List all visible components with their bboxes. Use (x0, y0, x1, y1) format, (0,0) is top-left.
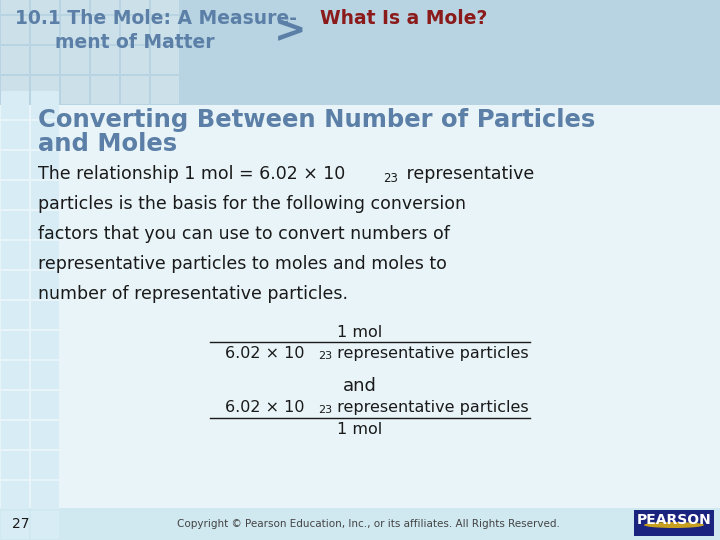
Bar (1, 91, 29, 119)
Bar (0, 508, 720, 540)
Bar (91, 76, 119, 104)
Bar (1, 46, 29, 74)
Bar (0, 0, 720, 105)
Text: Copyright © Pearson Education, Inc., or its affiliates. All Rights Reserved.: Copyright © Pearson Education, Inc., or … (176, 519, 559, 529)
Bar (151, 46, 179, 74)
Bar (1, 421, 29, 449)
Bar (31, 361, 59, 389)
Bar (31, 241, 59, 269)
Bar (31, 211, 59, 239)
Bar (31, 271, 59, 299)
Bar (31, 76, 59, 104)
Bar (1, 181, 29, 209)
Text: and: and (343, 377, 377, 395)
Bar (61, 76, 89, 104)
Bar (1, 121, 29, 149)
Bar (1, 481, 29, 509)
Bar (31, 391, 59, 419)
Bar (1, 511, 29, 539)
Bar (1, 391, 29, 419)
Bar (1, 301, 29, 329)
Text: representative: representative (401, 165, 534, 183)
Bar (31, 511, 59, 539)
Text: particles is the basis for the following conversion: particles is the basis for the following… (38, 195, 466, 213)
Bar (1, 241, 29, 269)
Text: >: > (274, 12, 306, 50)
Text: The relationship 1 mol = 6.02 × 10: The relationship 1 mol = 6.02 × 10 (38, 165, 346, 183)
Text: 23: 23 (318, 351, 332, 361)
Bar (31, 151, 59, 179)
Bar (31, 301, 59, 329)
Bar (61, 0, 89, 14)
Text: representative particles: representative particles (332, 346, 528, 361)
Bar (1, 211, 29, 239)
Text: representative particles: representative particles (332, 400, 528, 415)
Bar (91, 46, 119, 74)
Bar (1, 0, 29, 14)
Bar (121, 46, 149, 74)
Bar (31, 16, 59, 44)
Text: ment of Matter: ment of Matter (55, 33, 215, 52)
Text: 10.1 The Mole: A Measure-: 10.1 The Mole: A Measure- (15, 9, 297, 28)
Bar (31, 451, 59, 479)
Bar (31, 46, 59, 74)
Text: 27: 27 (12, 517, 30, 531)
Bar (31, 121, 59, 149)
Text: 1 mol: 1 mol (338, 422, 382, 437)
Text: 23: 23 (383, 172, 398, 185)
Bar (634, 510, 714, 536)
Bar (31, 0, 59, 14)
Bar (31, 421, 59, 449)
Text: PEARSON: PEARSON (636, 513, 711, 527)
Bar (1, 151, 29, 179)
Ellipse shape (644, 522, 704, 528)
Bar (91, 0, 119, 14)
Text: Converting Between Number of Particles: Converting Between Number of Particles (38, 108, 595, 132)
Bar (31, 91, 59, 119)
Text: factors that you can use to convert numbers of: factors that you can use to convert numb… (38, 225, 450, 243)
Bar (91, 16, 119, 44)
Text: representative particles to moles and moles to: representative particles to moles and mo… (38, 255, 447, 273)
Bar (151, 16, 179, 44)
Bar (121, 16, 149, 44)
Bar (1, 451, 29, 479)
Bar (1, 271, 29, 299)
Bar (31, 331, 59, 359)
Text: What Is a Mole?: What Is a Mole? (320, 9, 487, 28)
Text: 1 mol: 1 mol (338, 325, 382, 340)
Bar (1, 361, 29, 389)
Bar (151, 76, 179, 104)
Bar (121, 0, 149, 14)
Bar (61, 16, 89, 44)
Bar (151, 0, 179, 14)
Text: 6.02 × 10: 6.02 × 10 (225, 346, 305, 361)
Bar (31, 181, 59, 209)
Text: 6.02 × 10: 6.02 × 10 (225, 400, 305, 415)
Bar (61, 46, 89, 74)
Bar (1, 76, 29, 104)
Bar (31, 481, 59, 509)
Bar (1, 331, 29, 359)
Bar (1, 16, 29, 44)
Text: and Moles: and Moles (38, 132, 177, 156)
Text: number of representative particles.: number of representative particles. (38, 285, 348, 303)
Text: 23: 23 (318, 405, 332, 415)
Bar (121, 76, 149, 104)
